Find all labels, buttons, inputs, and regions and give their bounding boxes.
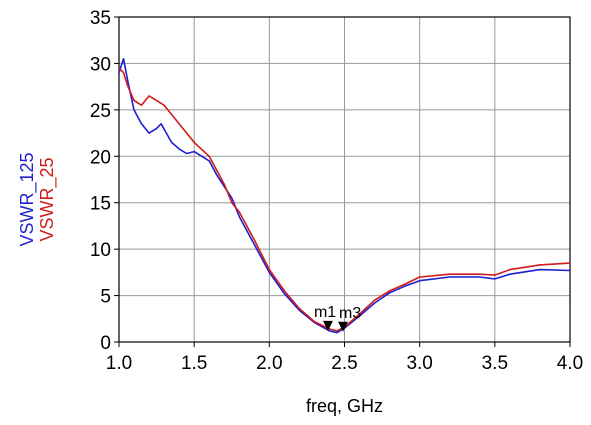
marker-label: m3 xyxy=(339,305,361,322)
y-tick-label: 10 xyxy=(90,240,111,261)
y-tick-label: 5 xyxy=(100,287,111,308)
x-tick-label: 1.0 xyxy=(106,353,132,374)
tick-label-group: 1.0 1.5 2.0 2.5 3.0 3.5 4.0 0 5 10 15 20 25 30 35 xyxy=(90,8,583,374)
series-line-vswr-25 xyxy=(118,67,571,332)
marker-triangle-icon xyxy=(337,321,348,332)
x-tick-label: 1.5 xyxy=(181,353,207,374)
marker-triangle-icon xyxy=(322,320,333,331)
x-tick-label: 2.5 xyxy=(331,353,357,374)
y-axis-title-vswr-25: VSWR_25 xyxy=(37,157,58,241)
x-tick-label: 2.0 xyxy=(256,353,282,374)
plot-area-frame xyxy=(118,16,571,343)
marker-label: m1 xyxy=(314,304,336,321)
x-axis-title: freq, GHz xyxy=(306,396,383,416)
y-axis-titles: VSWR_125 VSWR_25 xyxy=(17,152,58,246)
marker-group: m1 m3 xyxy=(314,304,361,332)
grid-lines xyxy=(114,16,571,347)
series-line-vswr-125 xyxy=(118,57,571,334)
y-tick-label: 25 xyxy=(90,101,111,122)
y-tick-label: 15 xyxy=(90,194,111,215)
data-series-group xyxy=(118,57,571,334)
y-tick-label: 0 xyxy=(100,333,111,354)
y-tick-label: 30 xyxy=(90,54,111,75)
x-tick-label: 3.5 xyxy=(482,353,508,374)
y-axis-title-vswr-125: VSWR_125 xyxy=(17,152,38,246)
x-tick-label: 3.0 xyxy=(406,353,432,374)
x-tick-label: 4.0 xyxy=(557,353,583,374)
y-tick-label: 20 xyxy=(90,147,111,168)
y-tick-label: 35 xyxy=(90,8,111,29)
